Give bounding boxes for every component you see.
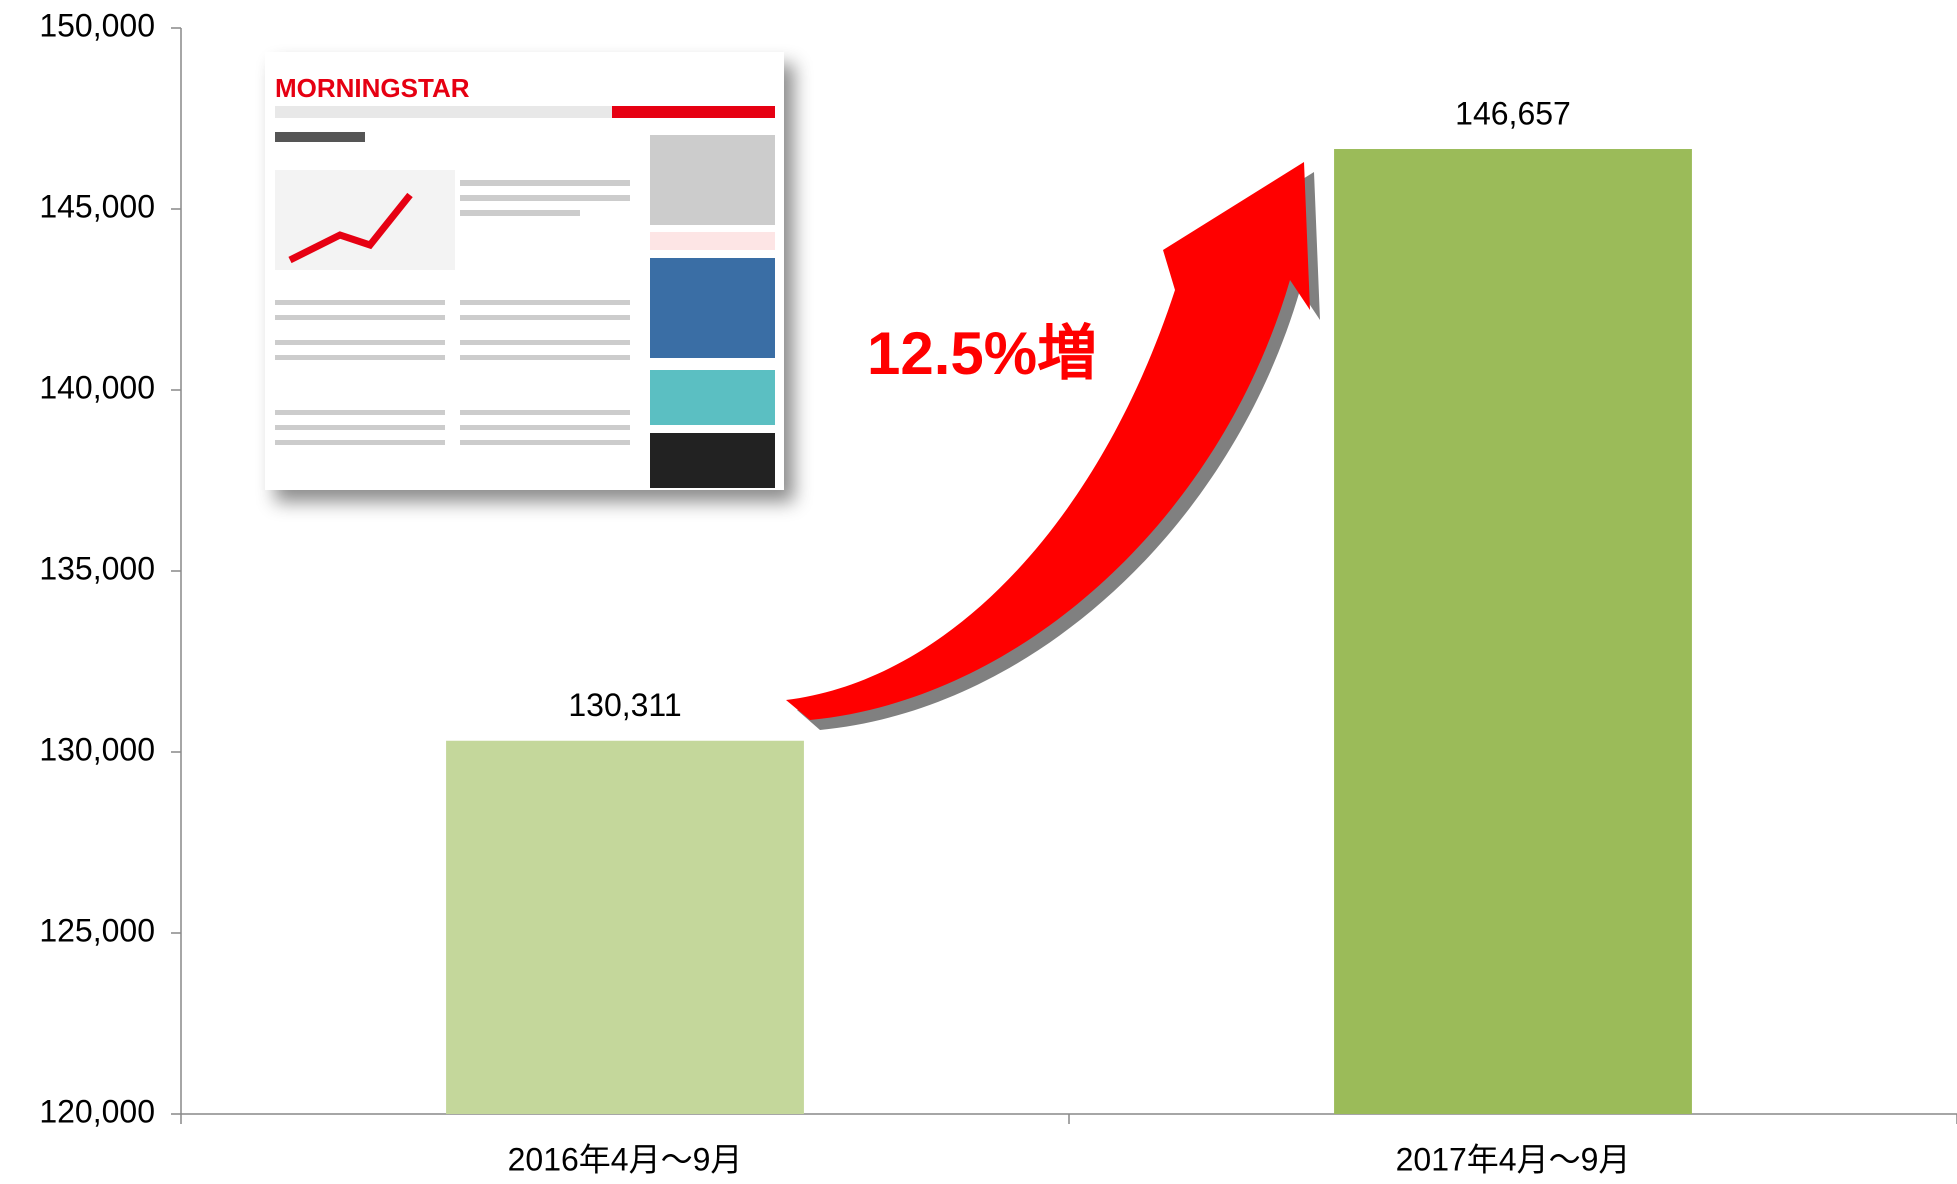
value-label: 146,657	[1455, 95, 1571, 131]
inset-box	[650, 232, 775, 250]
y-tick-label: 120,000	[39, 1093, 155, 1129]
y-tick-label: 125,000	[39, 912, 155, 948]
inset-ad3	[650, 433, 775, 488]
value-label: 130,311	[568, 687, 681, 723]
inset-screenshot: MORNINGSTAR	[265, 52, 784, 490]
inset-ad	[650, 258, 775, 358]
inset-ad2	[650, 370, 775, 425]
inset-lines	[275, 135, 775, 445]
x-tick-label: 2017年4月～9月	[1396, 1141, 1631, 1177]
y-tick-label: 130,000	[39, 731, 155, 767]
bar	[1334, 149, 1692, 1114]
bar	[446, 740, 804, 1114]
y-tick-label: 140,000	[39, 369, 155, 405]
annotation: 12.5%増	[867, 320, 1097, 387]
y-tick-label: 150,000	[39, 7, 155, 43]
inset-nav-red	[612, 106, 775, 118]
x-tick-label: 2016年4月～9月	[508, 1141, 743, 1177]
y-tick-label: 135,000	[39, 550, 155, 586]
y-tick-label: 145,000	[39, 188, 155, 224]
inset-tab	[275, 132, 365, 142]
arrow	[786, 162, 1310, 720]
inset-arrow	[288, 192, 413, 264]
inset-logo: MORNINGSTAR	[275, 73, 470, 103]
